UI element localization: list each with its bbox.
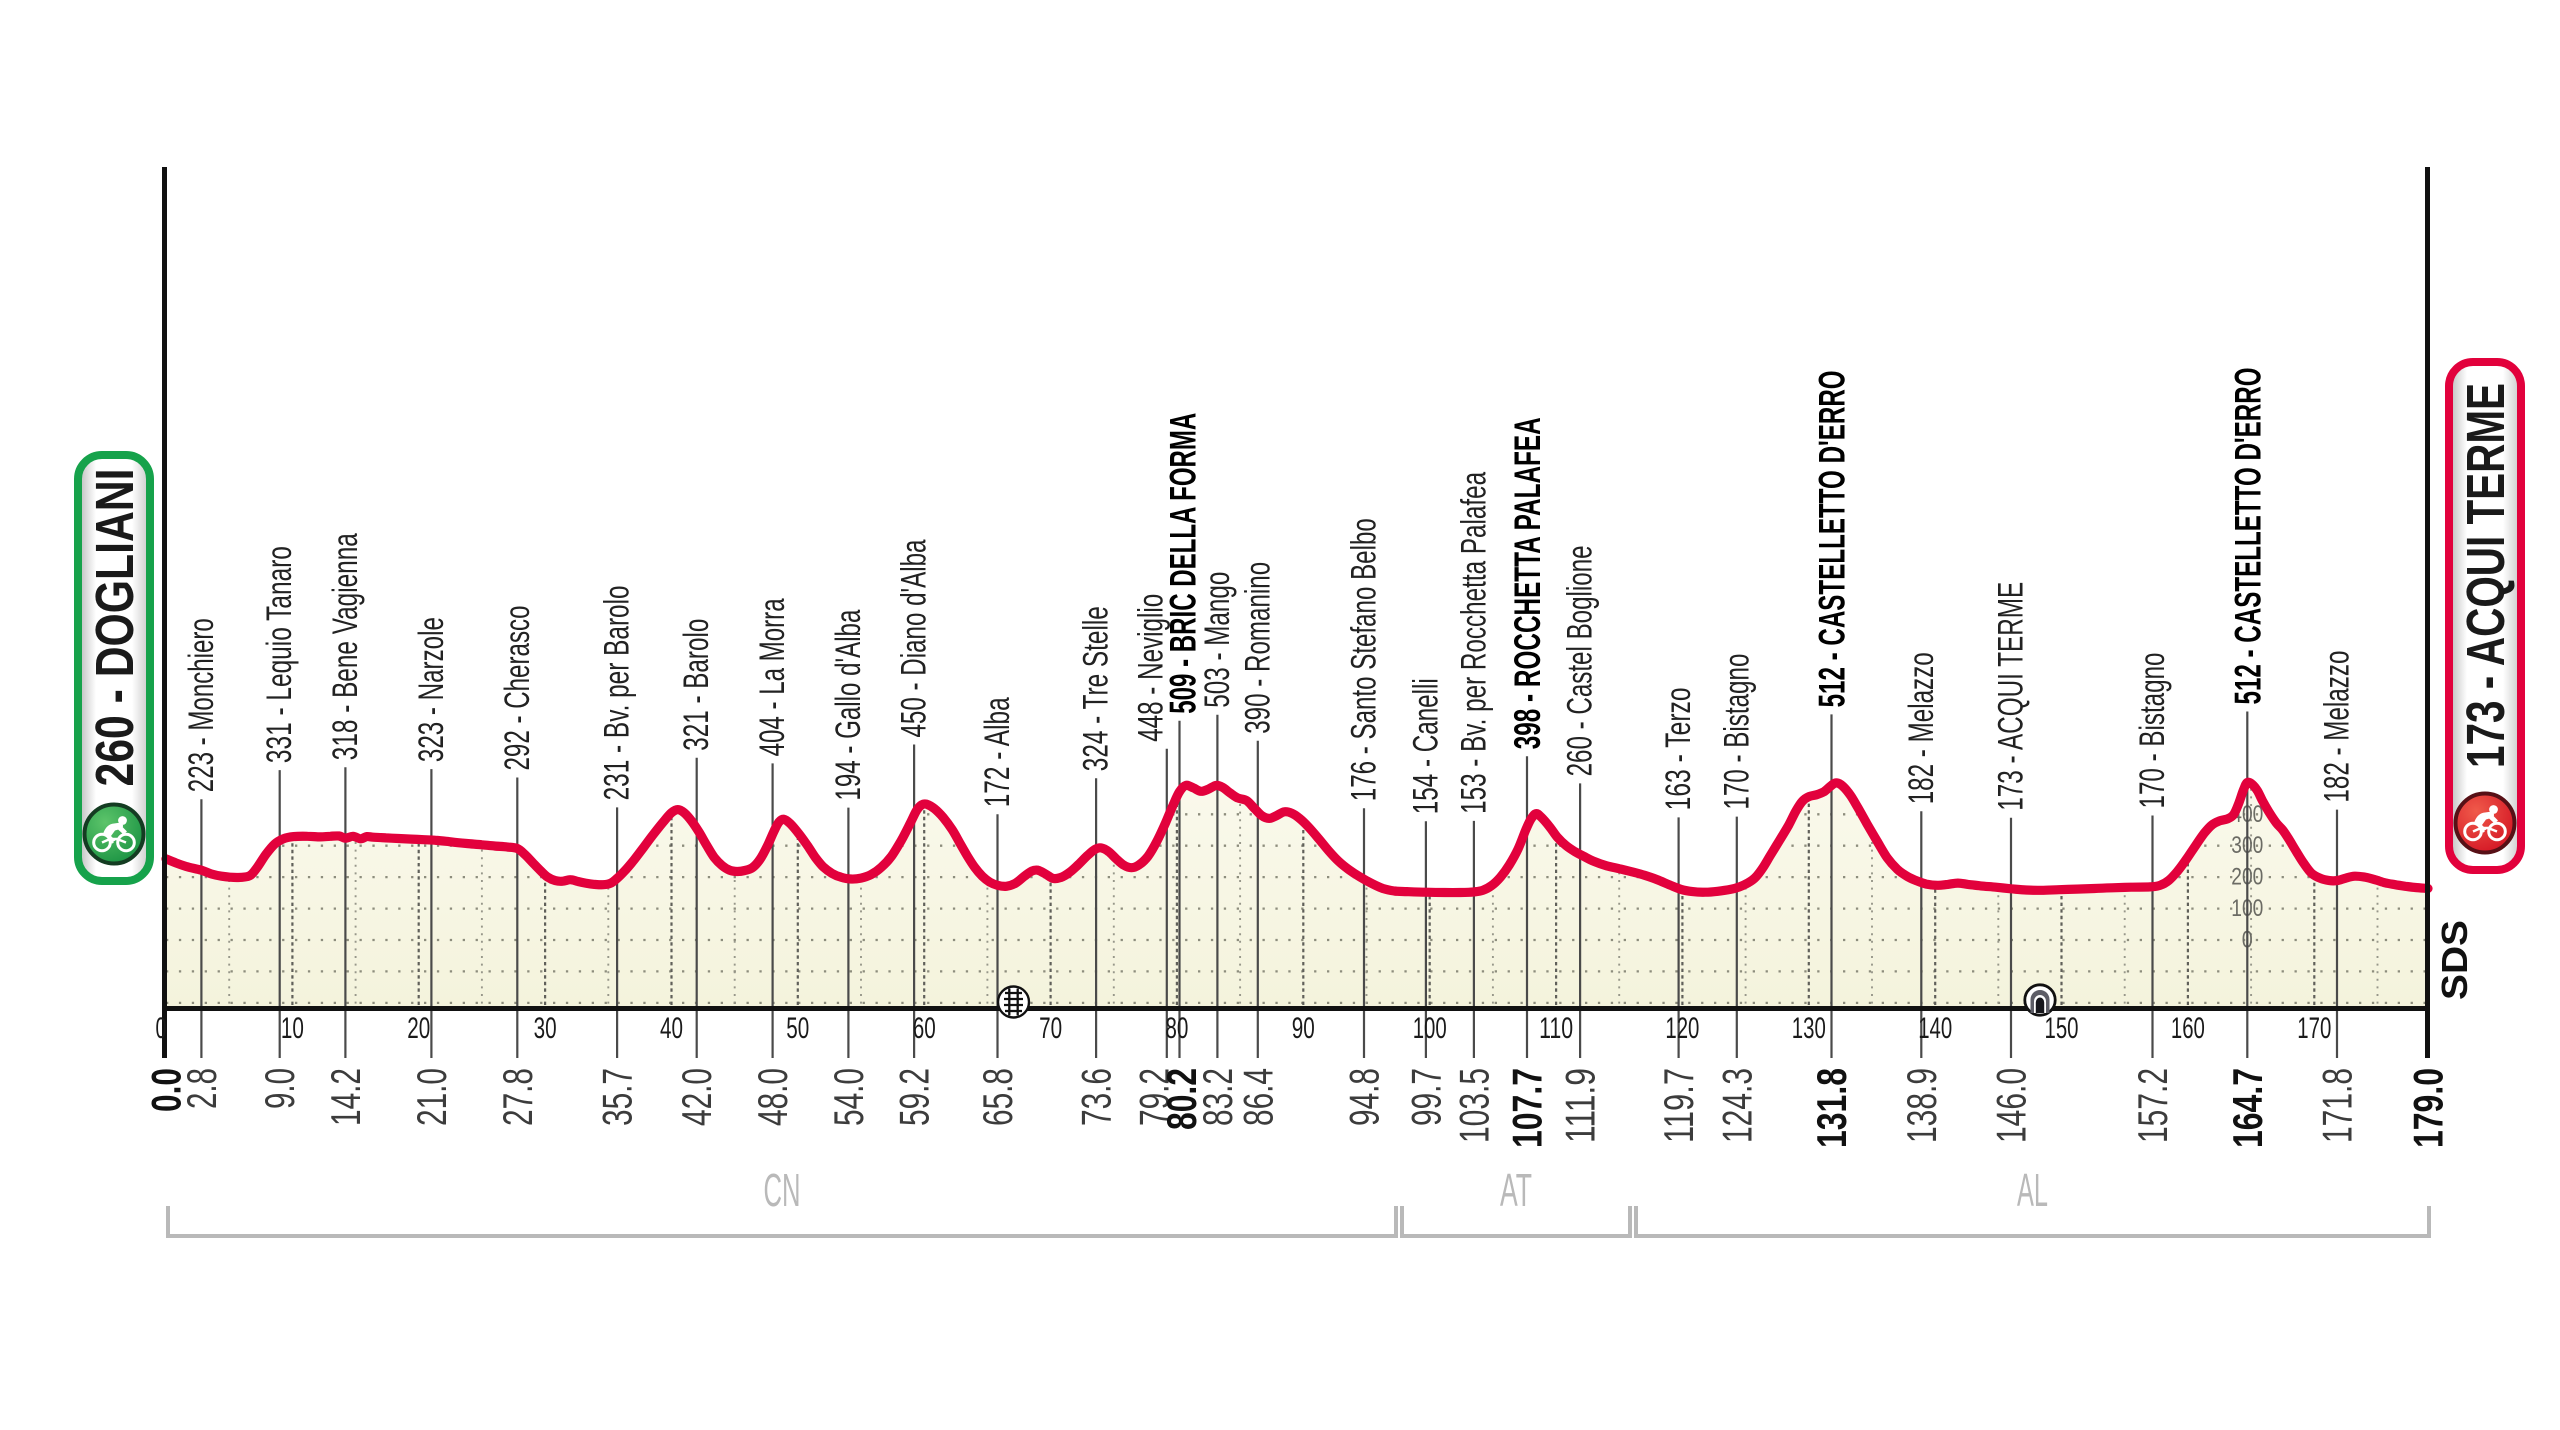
svg-text:160: 160 xyxy=(2171,1012,2205,1045)
svg-text:260 - Castel Boglione: 260 - Castel Boglione xyxy=(1561,545,1600,776)
svg-text:182 - Melazzo: 182 - Melazzo xyxy=(2318,651,2357,803)
svg-text:94.8: 94.8 xyxy=(1341,1068,1388,1126)
svg-text:SDS: SDS xyxy=(2434,920,2475,1000)
svg-text:323 - Narzole: 323 - Narzole xyxy=(412,617,451,762)
svg-text:2.8: 2.8 xyxy=(178,1068,225,1109)
svg-text:140: 140 xyxy=(1918,1012,1952,1045)
svg-text:10: 10 xyxy=(281,1012,304,1045)
svg-text:182 - Melazzo: 182 - Melazzo xyxy=(1902,652,1941,804)
svg-text:30: 30 xyxy=(534,1012,557,1045)
svg-text:27.8: 27.8 xyxy=(494,1068,541,1126)
svg-text:48.0: 48.0 xyxy=(749,1068,796,1126)
svg-text:AT: AT xyxy=(1500,1164,1532,1216)
svg-text:260 - DOGLIANI: 260 - DOGLIANI xyxy=(85,469,145,787)
svg-text:AL: AL xyxy=(2017,1164,2048,1216)
svg-text:390 - Romanino: 390 - Romanino xyxy=(1238,562,1277,734)
svg-text:231 - Bv. per Barolo: 231 - Bv. per Barolo xyxy=(598,585,637,800)
svg-text:146.0: 146.0 xyxy=(1988,1068,2035,1143)
svg-text:150: 150 xyxy=(2045,1012,2079,1045)
svg-text:223 - Monchiero: 223 - Monchiero xyxy=(182,618,221,792)
svg-text:170: 170 xyxy=(2297,1012,2331,1045)
svg-text:21.0: 21.0 xyxy=(408,1068,455,1126)
svg-text:119.7: 119.7 xyxy=(1655,1068,1702,1143)
svg-text:448 - Neviglio: 448 - Neviglio xyxy=(1131,594,1170,742)
svg-text:163 - Terzo: 163 - Terzo xyxy=(1659,687,1698,810)
svg-text:171.8: 171.8 xyxy=(2314,1068,2361,1143)
svg-text:194 - Gallo d'Alba: 194 - Gallo d'Alba xyxy=(829,609,868,800)
svg-text:103.5: 103.5 xyxy=(1450,1068,1497,1143)
svg-text:0.0: 0.0 xyxy=(143,1068,190,1112)
svg-text:83.2: 83.2 xyxy=(1194,1068,1241,1126)
svg-text:176 - Santo Stefano Belbo: 176 - Santo Stefano Belbo xyxy=(1345,518,1384,801)
svg-text:398 - ROCCHETTA PALAFEA: 398 - ROCCHETTA PALAFEA xyxy=(1506,417,1548,749)
svg-text:54.0: 54.0 xyxy=(825,1068,872,1126)
svg-text:20: 20 xyxy=(407,1012,430,1045)
svg-text:73.6: 73.6 xyxy=(1073,1068,1120,1126)
svg-text:50: 50 xyxy=(786,1012,809,1045)
svg-text:509 - BRIC DELLA FORMA: 509 - BRIC DELLA FORMA xyxy=(1162,413,1204,714)
svg-text:172 - Alba: 172 - Alba xyxy=(978,697,1017,807)
svg-text:90: 90 xyxy=(1292,1012,1315,1045)
svg-text:179.0: 179.0 xyxy=(2405,1068,2452,1148)
svg-text:99.7: 99.7 xyxy=(1402,1068,1449,1126)
svg-text:173 - ACQUI TERME: 173 - ACQUI TERME xyxy=(2456,383,2516,768)
svg-text:512 - CASTELLETTO D'ERRO: 512 - CASTELLETTO D'ERRO xyxy=(1811,370,1853,707)
svg-text:35.7: 35.7 xyxy=(594,1068,641,1126)
svg-text:157.2: 157.2 xyxy=(2129,1068,2176,1143)
svg-text:79.2: 79.2 xyxy=(1130,1068,1177,1126)
svg-text:60: 60 xyxy=(913,1012,936,1045)
svg-text:9.0: 9.0 xyxy=(256,1068,303,1109)
svg-text:292 - Cherasco: 292 - Cherasco xyxy=(498,606,537,771)
svg-text:111.9: 111.9 xyxy=(1557,1068,1604,1143)
svg-text:450 - Diano d'Alba: 450 - Diano d'Alba xyxy=(895,539,934,737)
svg-text:164.7: 164.7 xyxy=(2224,1068,2271,1148)
svg-text:80.2: 80.2 xyxy=(1158,1068,1205,1130)
svg-text:65.8: 65.8 xyxy=(974,1068,1021,1126)
svg-text:40: 40 xyxy=(660,1012,683,1045)
svg-text:318 - Bene Vagienna: 318 - Bene Vagienna xyxy=(326,533,365,760)
svg-text:153 - Bv. per Rocchetta Palafe: 153 - Bv. per Rocchetta Palafea xyxy=(1454,472,1493,814)
svg-text:CN: CN xyxy=(764,1164,801,1216)
svg-text:173 - ACQUI TERME: 173 - ACQUI TERME xyxy=(1992,582,2031,811)
svg-text:503 - Mango: 503 - Mango xyxy=(1198,572,1237,708)
svg-text:120: 120 xyxy=(1665,1012,1699,1045)
svg-text:107.7: 107.7 xyxy=(1504,1068,1551,1148)
svg-text:324 - Tre Stelle: 324 - Tre Stelle xyxy=(1077,606,1116,771)
svg-text:331 - Lequio Tanaro: 331 - Lequio Tanaro xyxy=(260,546,299,763)
svg-text:100: 100 xyxy=(1413,1012,1447,1045)
svg-text:80: 80 xyxy=(1165,1012,1188,1045)
svg-text:512 - CASTELLETTO D'ERRO: 512 - CASTELLETTO D'ERRO xyxy=(2226,368,2268,705)
svg-text:130: 130 xyxy=(1792,1012,1826,1045)
svg-text:404 - La Morra: 404 - La Morra xyxy=(753,598,792,756)
svg-text:321 - Barolo: 321 - Barolo xyxy=(677,619,716,751)
svg-text:42.0: 42.0 xyxy=(673,1068,720,1126)
svg-text:70: 70 xyxy=(1039,1012,1062,1045)
svg-text:59.2: 59.2 xyxy=(891,1068,938,1126)
svg-text:154 - Canelli: 154 - Canelli xyxy=(1406,678,1445,814)
svg-text:170 - Bistagno: 170 - Bistagno xyxy=(1717,654,1756,810)
svg-text:131.8: 131.8 xyxy=(1808,1068,1855,1148)
svg-text:138.9: 138.9 xyxy=(1898,1068,1945,1143)
svg-text:124.3: 124.3 xyxy=(1713,1068,1760,1143)
svg-text:86.4: 86.4 xyxy=(1234,1068,1281,1126)
svg-text:110: 110 xyxy=(1539,1012,1573,1045)
svg-text:14.2: 14.2 xyxy=(322,1068,369,1126)
svg-text:0: 0 xyxy=(156,1012,167,1045)
svg-text:170 - Bistagno: 170 - Bistagno xyxy=(2133,653,2172,809)
